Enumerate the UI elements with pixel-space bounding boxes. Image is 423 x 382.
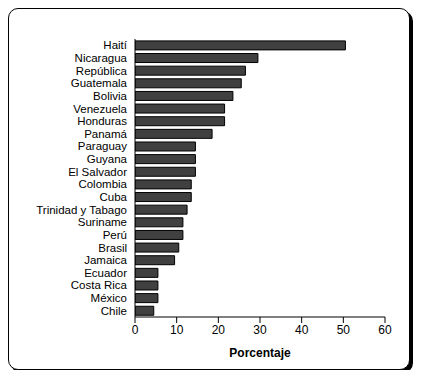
svg-text:Chile: Chile: [101, 305, 127, 317]
svg-text:Perú: Perú: [103, 229, 127, 241]
svg-text:Panamá: Panamá: [84, 128, 127, 140]
svg-text:60: 60: [378, 323, 392, 337]
svg-text:40: 40: [295, 323, 309, 337]
svg-text:10: 10: [170, 323, 184, 337]
svg-text:50: 50: [337, 323, 351, 337]
svg-text:México: México: [91, 292, 127, 304]
svg-text:Brasil: Brasil: [98, 242, 127, 254]
svg-text:Colombia: Colombia: [78, 178, 127, 190]
svg-text:Ecuador: Ecuador: [84, 267, 127, 279]
svg-text:Guatemala: Guatemala: [71, 77, 128, 89]
svg-text:30: 30: [253, 323, 267, 337]
svg-text:Bolivia: Bolivia: [93, 90, 127, 102]
svg-text:República: República: [76, 65, 128, 77]
svg-text:El Salvador: El Salvador: [68, 166, 127, 178]
svg-text:Haití: Haití: [103, 39, 127, 51]
svg-text:Nicaragua: Nicaragua: [75, 52, 128, 64]
svg-text:Jamaica: Jamaica: [84, 254, 127, 266]
svg-text:Trinidad y Tabago: Trinidad y Tabago: [36, 204, 127, 216]
svg-text:Suriname: Suriname: [78, 216, 127, 228]
svg-text:Porcentaje: Porcentaje: [229, 346, 291, 360]
svg-text:Guyana: Guyana: [87, 153, 128, 165]
svg-text:Costa Rica: Costa Rica: [71, 279, 128, 291]
svg-text:Venezuela: Venezuela: [73, 103, 127, 115]
svg-text:Cuba: Cuba: [100, 191, 128, 203]
svg-text:Honduras: Honduras: [77, 115, 127, 127]
svg-text:0: 0: [132, 323, 139, 337]
svg-text:Paraguay: Paraguay: [78, 140, 127, 152]
svg-text:20: 20: [212, 323, 226, 337]
